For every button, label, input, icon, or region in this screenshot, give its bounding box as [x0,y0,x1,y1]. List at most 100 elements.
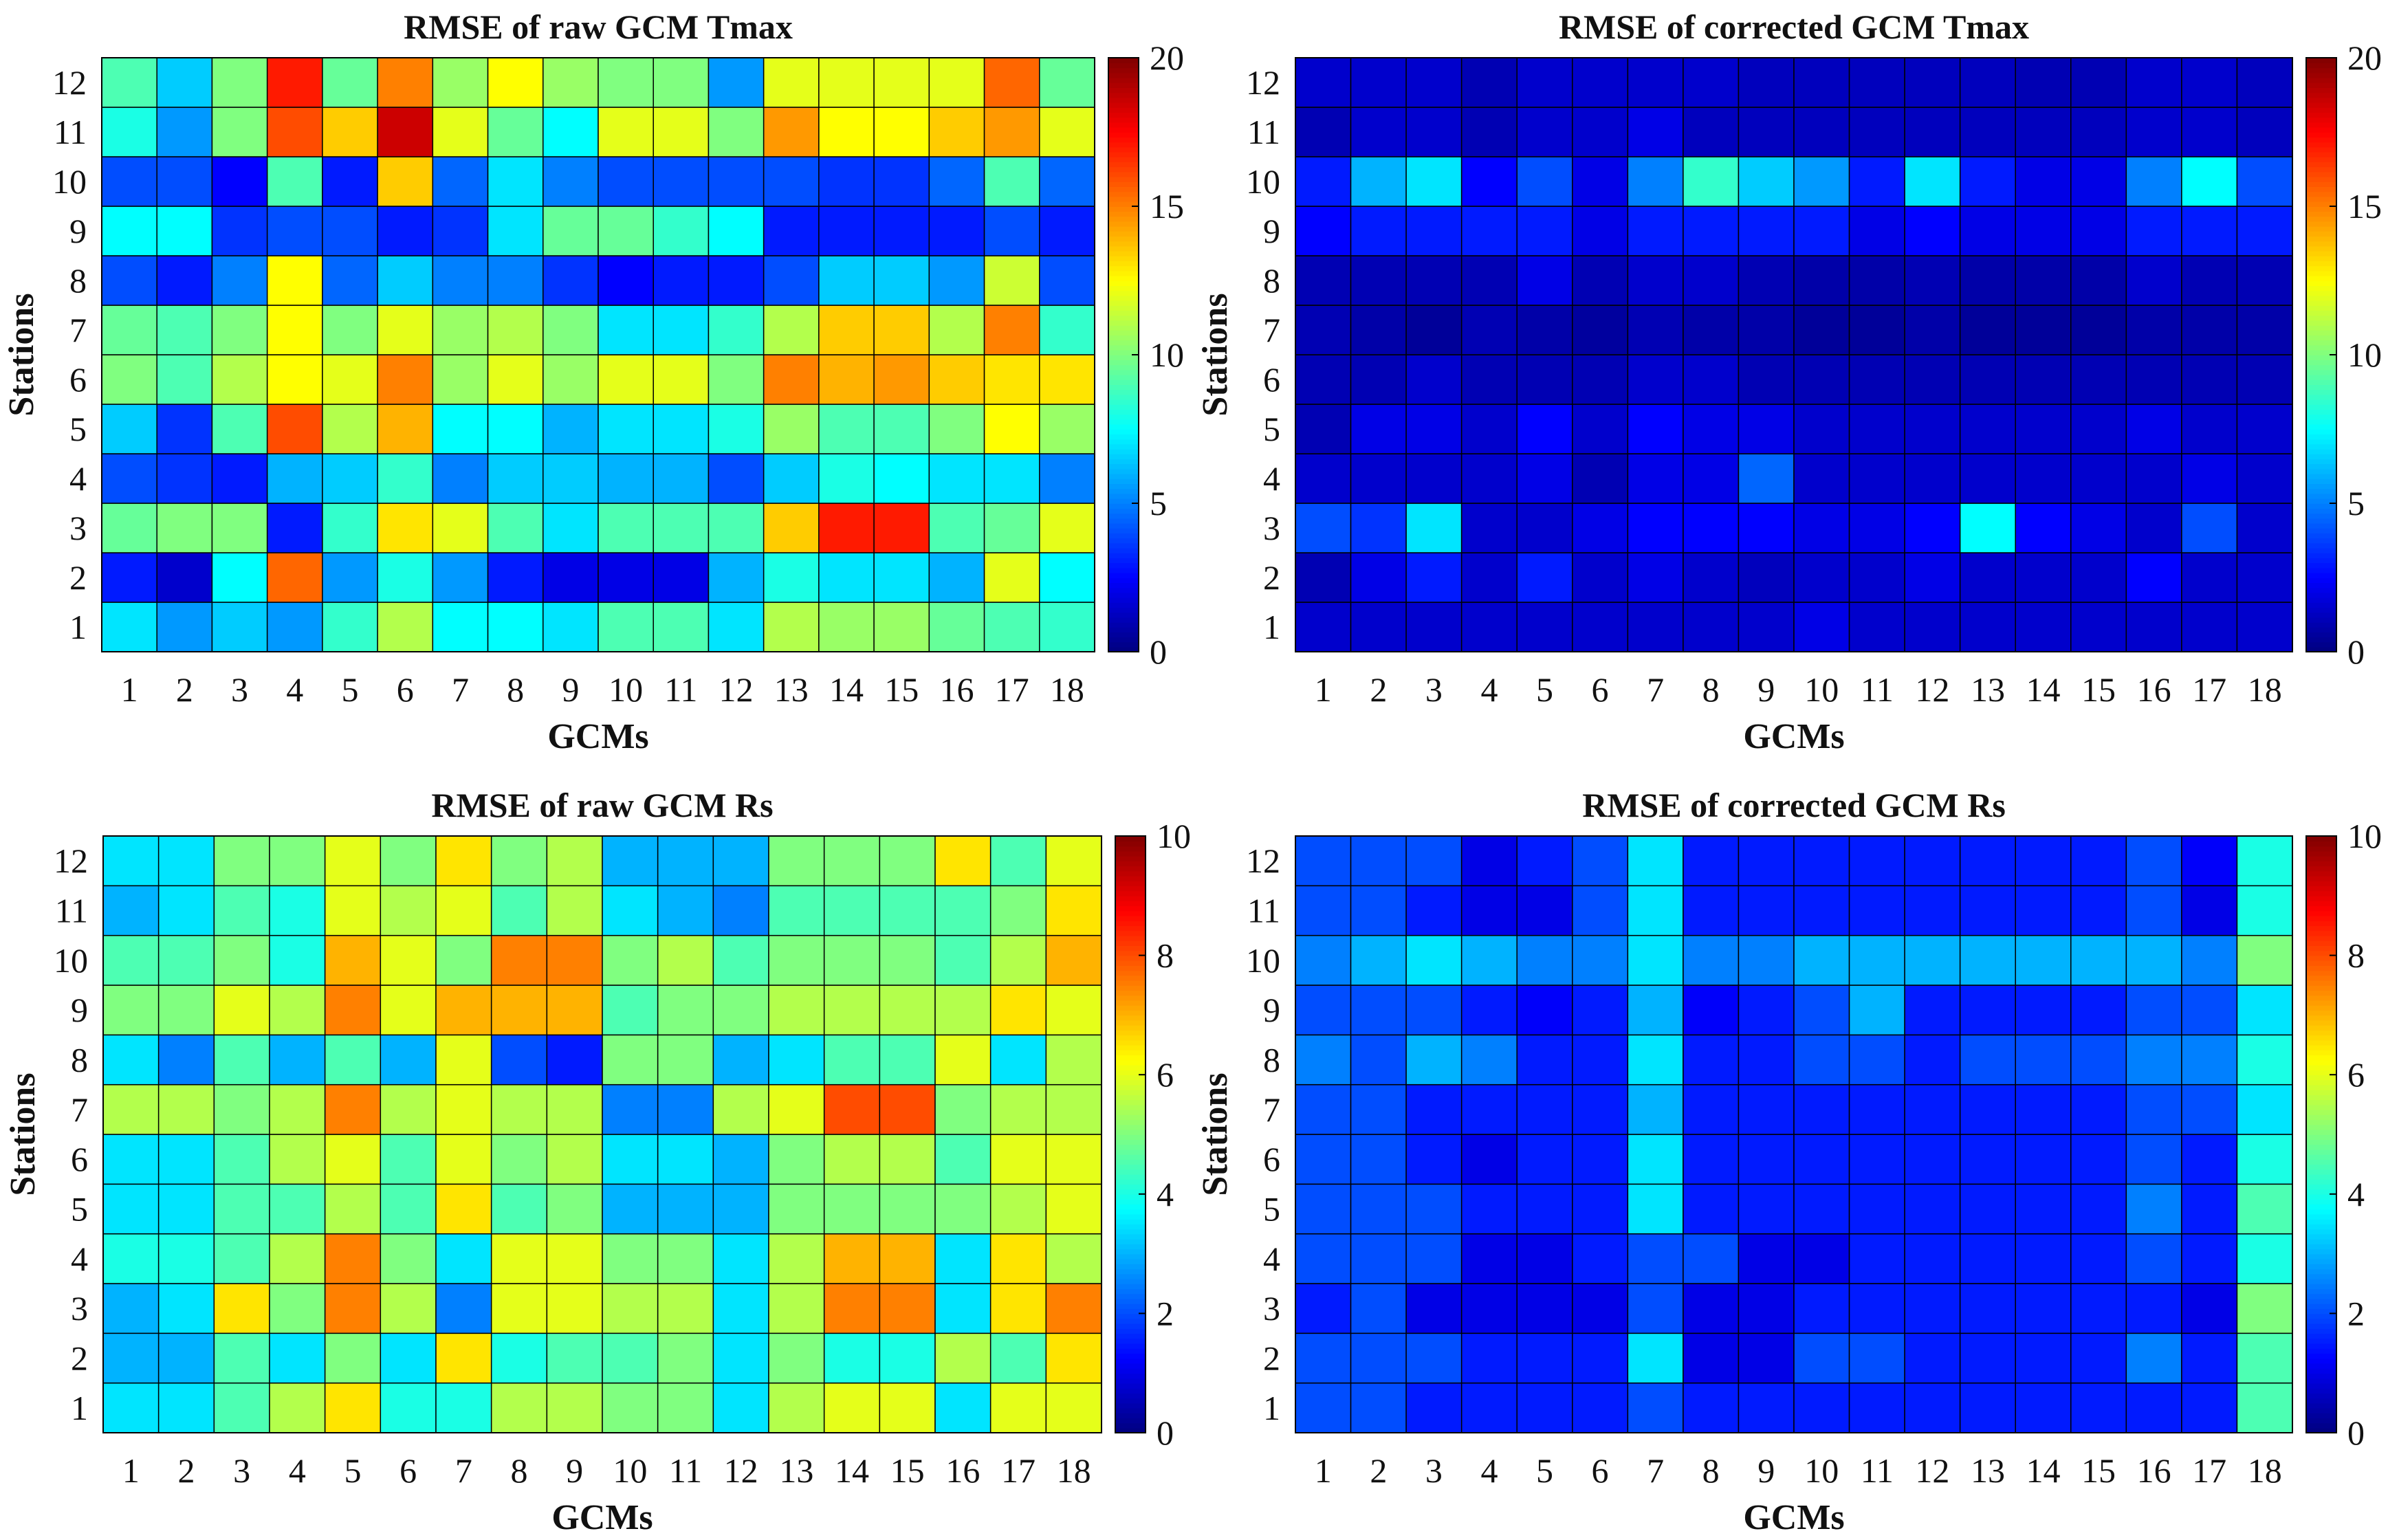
heatmap-cell [2236,1332,2293,1384]
heatmap-cell [989,934,1047,986]
heatmap-cell [2236,404,2293,454]
heatmap-cell [879,1332,936,1384]
heatmap-cell [1295,1134,1352,1185]
heatmap-cell [928,552,985,603]
heatmap-cell [157,1332,215,1384]
heatmap-cell [1516,107,1573,157]
heatmap-cell [1405,835,1463,887]
heatmap-cell [1904,107,1961,157]
heatmap-cell [157,1382,215,1433]
colorbar-segment [2306,920,2336,926]
colorbar-segment [2306,627,2336,632]
colorbar-segment [1115,1004,1146,1011]
colorbar-segment [1108,256,1139,261]
colorbar-segment [1108,132,1139,138]
heatmap-cell [1904,404,1961,454]
colorbar-segment [1108,592,1139,598]
heatmap-cell [2015,305,2072,355]
heatmap-cell [432,404,489,454]
heatmap-cell [2015,1382,2072,1433]
heatmap-cell [324,1183,382,1235]
colorbar-segment [1108,424,1139,430]
heatmap-cell [818,404,875,454]
heatmap-cell [2236,503,2293,553]
colorbar-segment [1115,1284,1146,1290]
colorbar-segment [1108,349,1139,355]
heatmap-cell [1848,1382,1905,1433]
heatmap-cell [432,255,489,306]
colorbar-segment [1108,344,1139,351]
heatmap-cell [157,1084,215,1135]
heatmap-cell [2125,1382,2182,1433]
heatmap-cell [1959,354,2016,405]
heatmap-cell [102,984,160,1036]
heatmap-cell [2181,984,2238,1036]
heatmap-cell [1516,404,1573,454]
heatmap-cell [1516,1034,1573,1086]
colorbar-segment [1115,1238,1146,1244]
heatmap-cell [708,602,765,652]
heatmap-cell [879,1134,936,1185]
heatmap-cell [490,1034,548,1086]
heatmap-cell [435,835,492,887]
heatmap-cell [435,1332,492,1384]
colorbar-segment [1108,146,1139,153]
colorbar-segment [2306,1224,2336,1230]
heatmap-cell [1516,934,1573,986]
colorbar-segment [1108,58,1139,63]
heatmap-cell [1516,1283,1573,1334]
heatmap-cell [1572,453,1629,504]
heatmap-cell [1627,602,1684,652]
heatmap-cell [708,453,765,504]
colorbar-tick-label: 2 [1157,1294,1174,1332]
heatmap-cell [380,934,437,986]
colorbar-segment [1108,305,1139,311]
colorbar-segment [1115,990,1146,996]
heatmap-cell [2015,1034,2072,1086]
heatmap-cell [2236,255,2293,306]
heatmap-cell [712,1332,769,1384]
colorbar-segment [2306,533,2336,539]
heatmap-cell [2125,1084,2182,1135]
heatmap-cell [1848,206,1905,256]
colorbar-segment [1115,1084,1146,1090]
colorbar-segment [2306,374,2336,380]
heatmap-cell [543,354,599,405]
colorbar-segment [1108,380,1139,385]
heatmap-cell [1460,602,1518,652]
heatmap-cell [1904,305,1961,355]
colorbar-segment [2306,72,2336,78]
heatmap-cell [1959,503,2016,553]
heatmap-cell [322,305,378,355]
x-tick-label: 7 [455,1451,472,1490]
heatmap-cell [1738,57,1795,108]
heatmap-cell [1405,404,1463,454]
colorbar-segment [1108,404,1139,410]
heatmap-cell [1793,1332,1850,1384]
heatmap-cell [818,602,875,652]
heatmap-cell [2181,1382,2238,1433]
colorbar-segment [2306,1288,2336,1295]
colorbar-segment [1115,910,1146,916]
x-tick-label: 10 [609,670,643,709]
colorbar-segment [2306,901,2336,907]
heatmap-cell [2015,1233,2072,1284]
x-tick-label: 8 [511,1451,528,1490]
heatmap-cell [102,835,160,887]
heatmap-cell [818,503,875,553]
heatmap-cell [1039,552,1095,603]
colorbar-segment [1108,250,1139,256]
heatmap-cell [211,404,268,454]
colorbar-segment [2306,930,2336,936]
heatmap-cell [1516,885,1573,936]
heatmap-cell [873,453,930,504]
colorbar-segment [1108,72,1139,78]
colorbar-segment [1108,463,1139,470]
colorbar-segment [1115,1179,1146,1185]
heatmap-cell [768,885,825,936]
colorbar-segment [1108,206,1139,212]
heatmap-cell [983,404,1040,454]
heatmap-cell [1350,255,1407,306]
heatmap-cell [1627,206,1684,256]
